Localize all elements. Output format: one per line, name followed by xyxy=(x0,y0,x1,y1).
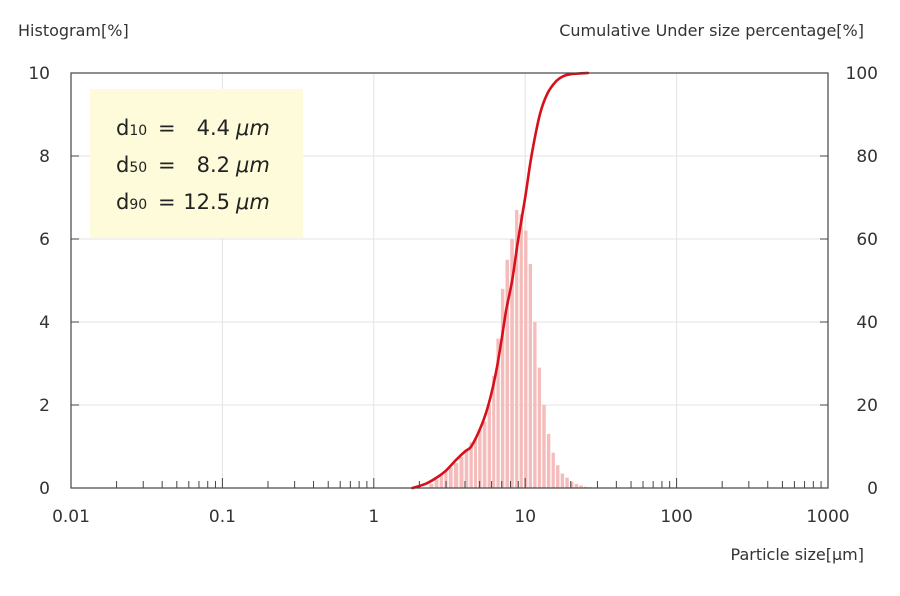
histogram-bar-30 xyxy=(570,481,574,488)
d90-subscript: 90 xyxy=(129,197,147,213)
histogram-bar-0 xyxy=(429,483,434,488)
y-right-tick-label-5: 100 xyxy=(846,64,878,84)
y-right-tick-label-4: 80 xyxy=(856,147,878,167)
histogram-bar-14 xyxy=(496,338,500,488)
histogram-bar-7 xyxy=(464,450,469,488)
axis-ticks xyxy=(70,72,829,489)
histogram-bar-2 xyxy=(439,475,444,488)
d90-symbol: d xyxy=(116,190,129,214)
y-left-tick-label-3: 6 xyxy=(39,230,50,250)
cumulative-curve xyxy=(411,71,590,490)
y-right-tick-label-3: 60 xyxy=(856,230,878,250)
histogram-bar-12 xyxy=(487,405,491,488)
percentile-annotation: d10 = 4.4 μm d50 = 8.2 μm d90 = 12.5 μm xyxy=(90,89,303,238)
histogram-bar-33 xyxy=(584,486,588,488)
histogram-bar-22 xyxy=(533,322,537,488)
x-tick-label-1: 0.1 xyxy=(209,507,236,527)
histogram-bar-9 xyxy=(473,438,477,488)
histogram-bar-21 xyxy=(528,263,533,488)
histogram-bar-20 xyxy=(524,230,528,488)
x-tick-label-0: 0.01 xyxy=(52,507,90,527)
d10-line: d10 = 4.4 μm xyxy=(116,116,270,140)
y-right-tick-label-0: 0 xyxy=(867,479,878,499)
histogram-bar-17 xyxy=(510,239,514,488)
y-left-tick-label-4: 8 xyxy=(39,147,50,167)
histogram-bar-16 xyxy=(505,259,510,488)
y-left-tick-label-1: 2 xyxy=(39,396,50,416)
histogram-bar-29 xyxy=(565,477,569,488)
histogram-bar-8 xyxy=(469,442,473,488)
d10-equals: = xyxy=(158,116,176,140)
y-left-tick-label-0: 0 xyxy=(39,479,50,499)
plot-frame xyxy=(70,72,829,489)
histogram-bars xyxy=(429,209,592,488)
x-tick-label-5: 1000 xyxy=(806,507,849,527)
d50-equals: = xyxy=(158,153,176,177)
histogram-bar-11 xyxy=(482,421,487,488)
histogram-bar-3 xyxy=(444,471,448,488)
x-tick-label-3: 10 xyxy=(514,507,536,527)
histogram-bar-1 xyxy=(434,479,439,488)
histogram-bar-26 xyxy=(551,452,555,488)
histogram-bar-6 xyxy=(459,456,464,488)
d50-subscript: 50 xyxy=(129,160,147,176)
y-left-tick-label-5: 10 xyxy=(28,64,50,84)
d10-value: 4.4 xyxy=(197,116,230,140)
plot-border xyxy=(70,72,829,489)
d90-unit: μm xyxy=(235,190,270,214)
histogram-bar-15 xyxy=(500,288,505,488)
d90-value: 12.5 xyxy=(183,190,230,214)
d50-value: 8.2 xyxy=(197,153,230,177)
d90-line: d90 = 12.5 μm xyxy=(116,190,270,214)
d50-line: d50 = 8.2 μm xyxy=(116,153,270,177)
annotation-background xyxy=(90,89,303,238)
histogram-bar-28 xyxy=(560,473,565,488)
histogram-bar-27 xyxy=(556,465,560,488)
d50-unit: μm xyxy=(235,153,270,177)
histogram-bar-18 xyxy=(515,209,519,488)
y-right-tick-label-2: 40 xyxy=(856,313,878,333)
d10-unit: μm xyxy=(235,116,270,140)
histogram-bar-4 xyxy=(448,467,453,488)
x-axis-title: Particle size[µm] xyxy=(731,545,864,564)
d10-subscript: 10 xyxy=(129,123,147,139)
histogram-bar-19 xyxy=(519,214,523,488)
right-y-axis-title: Cumulative Under size percentage[%] xyxy=(559,21,864,40)
histogram-bar-10 xyxy=(478,429,482,488)
x-tick-label-4: 100 xyxy=(660,507,692,527)
x-tick-label-2: 1 xyxy=(368,507,379,527)
histogram-bar-25 xyxy=(546,434,551,488)
histogram-bar-24 xyxy=(542,405,546,488)
left-y-axis-title: Histogram[%] xyxy=(18,21,129,40)
histogram-bar-31 xyxy=(574,483,579,488)
histogram-bar-5 xyxy=(453,463,459,488)
d90-equals: = xyxy=(158,190,176,214)
histogram-bar-13 xyxy=(492,375,496,488)
cumulative-curve-layer xyxy=(411,71,590,490)
y-right-tick-label-1: 20 xyxy=(856,396,878,416)
d10-symbol: d xyxy=(116,116,129,140)
histogram-bar-23 xyxy=(537,367,542,488)
d50-symbol: d xyxy=(116,153,129,177)
y-left-tick-label-2: 4 xyxy=(39,313,50,333)
histogram-bar-32 xyxy=(579,485,583,488)
